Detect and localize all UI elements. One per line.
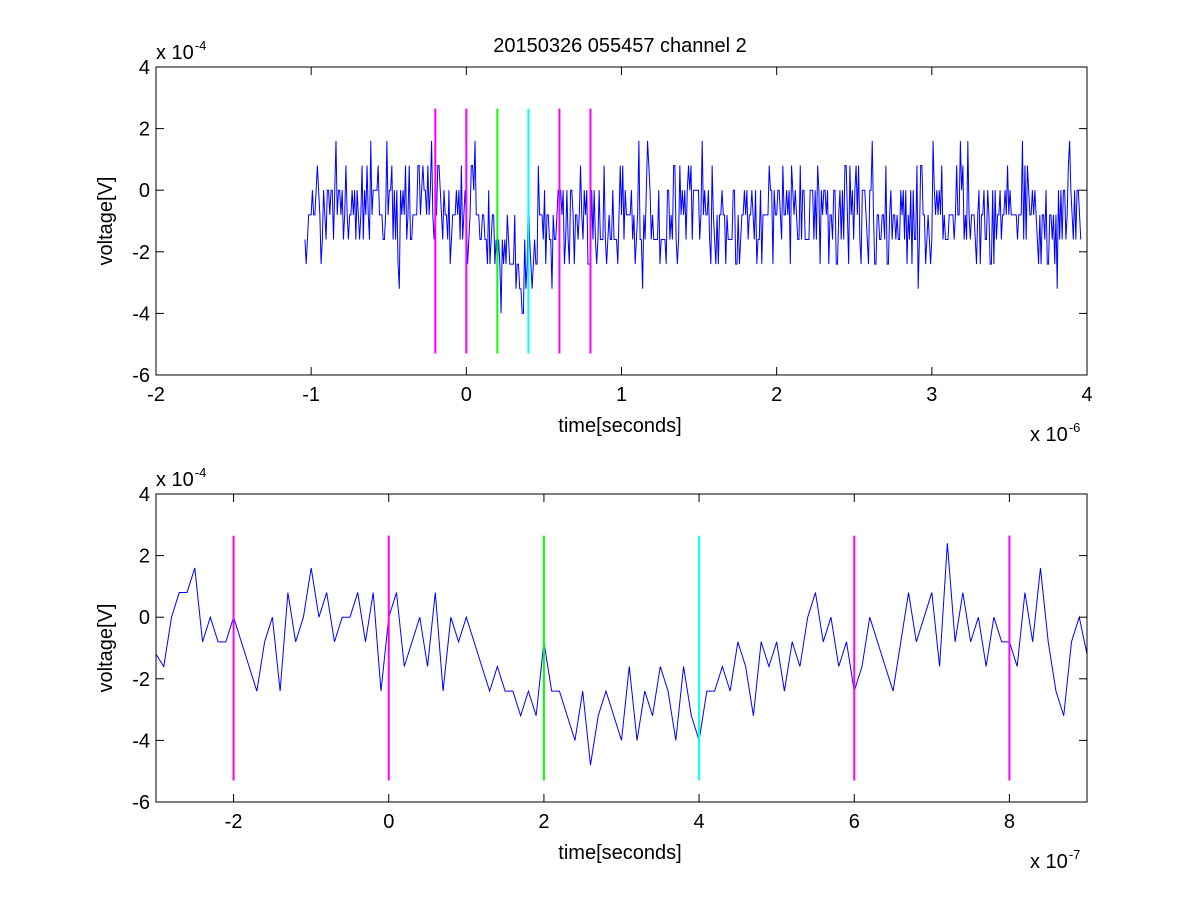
top-signal-series-line <box>304 140 1082 314</box>
top-tick-layer: -2 -1 0 1 2 3 4 -6 -4 -2 0 2 4 <box>132 57 1092 406</box>
top-y-tick-label: 2 <box>139 119 150 141</box>
bottom-x-tick-label: 8 <box>1004 811 1015 833</box>
bottom-y-exponent-power: -4 <box>195 465 207 480</box>
top-y-exponent: x 10-4 <box>156 38 206 64</box>
top-x-tick-label: 1 <box>616 384 627 406</box>
top-y-tick-label: -2 <box>132 242 150 264</box>
top-x-axis-label: time[seconds] <box>558 415 681 437</box>
top-y-tick-label: -6 <box>132 365 150 387</box>
bottom-y-tick-label: 0 <box>139 607 150 629</box>
bottom-x-tick-label: -2 <box>225 811 243 833</box>
bottom-y-tick-label: 2 <box>139 546 150 568</box>
bottom-y-exponent-base: x 10 <box>156 469 194 491</box>
bottom-y-tick-label: -2 <box>132 669 150 691</box>
top-y-tick-label: -4 <box>132 303 150 325</box>
bottom-y-axis-label: voltage[V] <box>95 604 117 693</box>
top-x-exponent: x 10-6 <box>1030 420 1080 446</box>
bottom-x-tick-label: 2 <box>538 811 549 833</box>
bottom-y-exponent: x 10-4 <box>156 465 206 491</box>
bottom-axes-frame <box>155 493 1088 803</box>
top-y-exponent-power: -4 <box>195 38 207 53</box>
bottom-x-exponent-base: x 10 <box>1030 851 1068 873</box>
top-x-exponent-base: x 10 <box>1030 424 1068 446</box>
bottom-y-tick-label: -6 <box>132 792 150 814</box>
bottom-x-tick-label: 4 <box>694 811 705 833</box>
bottom-x-tick-label: 6 <box>849 811 860 833</box>
top-y-axis-label: voltage[V] <box>95 177 117 266</box>
axes-bottom: -2 0 2 4 6 8 -6 -4 -2 0 2 4 time[seconds] voltage[V… <box>95 465 1088 873</box>
bottom-signal-series-line <box>155 543 1088 766</box>
top-x-tick-label: 0 <box>461 384 472 406</box>
top-y-exponent-base: x 10 <box>156 42 194 64</box>
top-x-tick-label: 3 <box>926 384 937 406</box>
top-x-exponent-power: -6 <box>1069 420 1081 435</box>
bottom-x-exponent-power: -7 <box>1069 847 1081 862</box>
bottom-x-exponent: x 10-7 <box>1030 847 1080 873</box>
top-x-tick-label: -1 <box>302 384 320 406</box>
bottom-plot-data <box>155 535 1088 781</box>
bottom-tick-layer: -2 0 2 4 6 8 -6 -4 -2 0 2 4 <box>132 484 1087 833</box>
top-y-tick-label: 0 <box>139 180 150 202</box>
bottom-y-tick-label: 4 <box>139 484 150 506</box>
bottom-x-axis-label: time[seconds] <box>558 842 681 864</box>
top-plot-data <box>304 108 1082 354</box>
top-y-tick-label: 4 <box>139 57 150 79</box>
top-x-tick-label: 4 <box>1081 384 1092 406</box>
top-x-tick-label: 2 <box>771 384 782 406</box>
bottom-x-tick-label: 0 <box>383 811 394 833</box>
top-x-tick-label: -2 <box>147 384 165 406</box>
figure-title: 20150326 055457 channel 2 <box>493 35 747 57</box>
bottom-y-tick-label: -4 <box>132 730 150 752</box>
